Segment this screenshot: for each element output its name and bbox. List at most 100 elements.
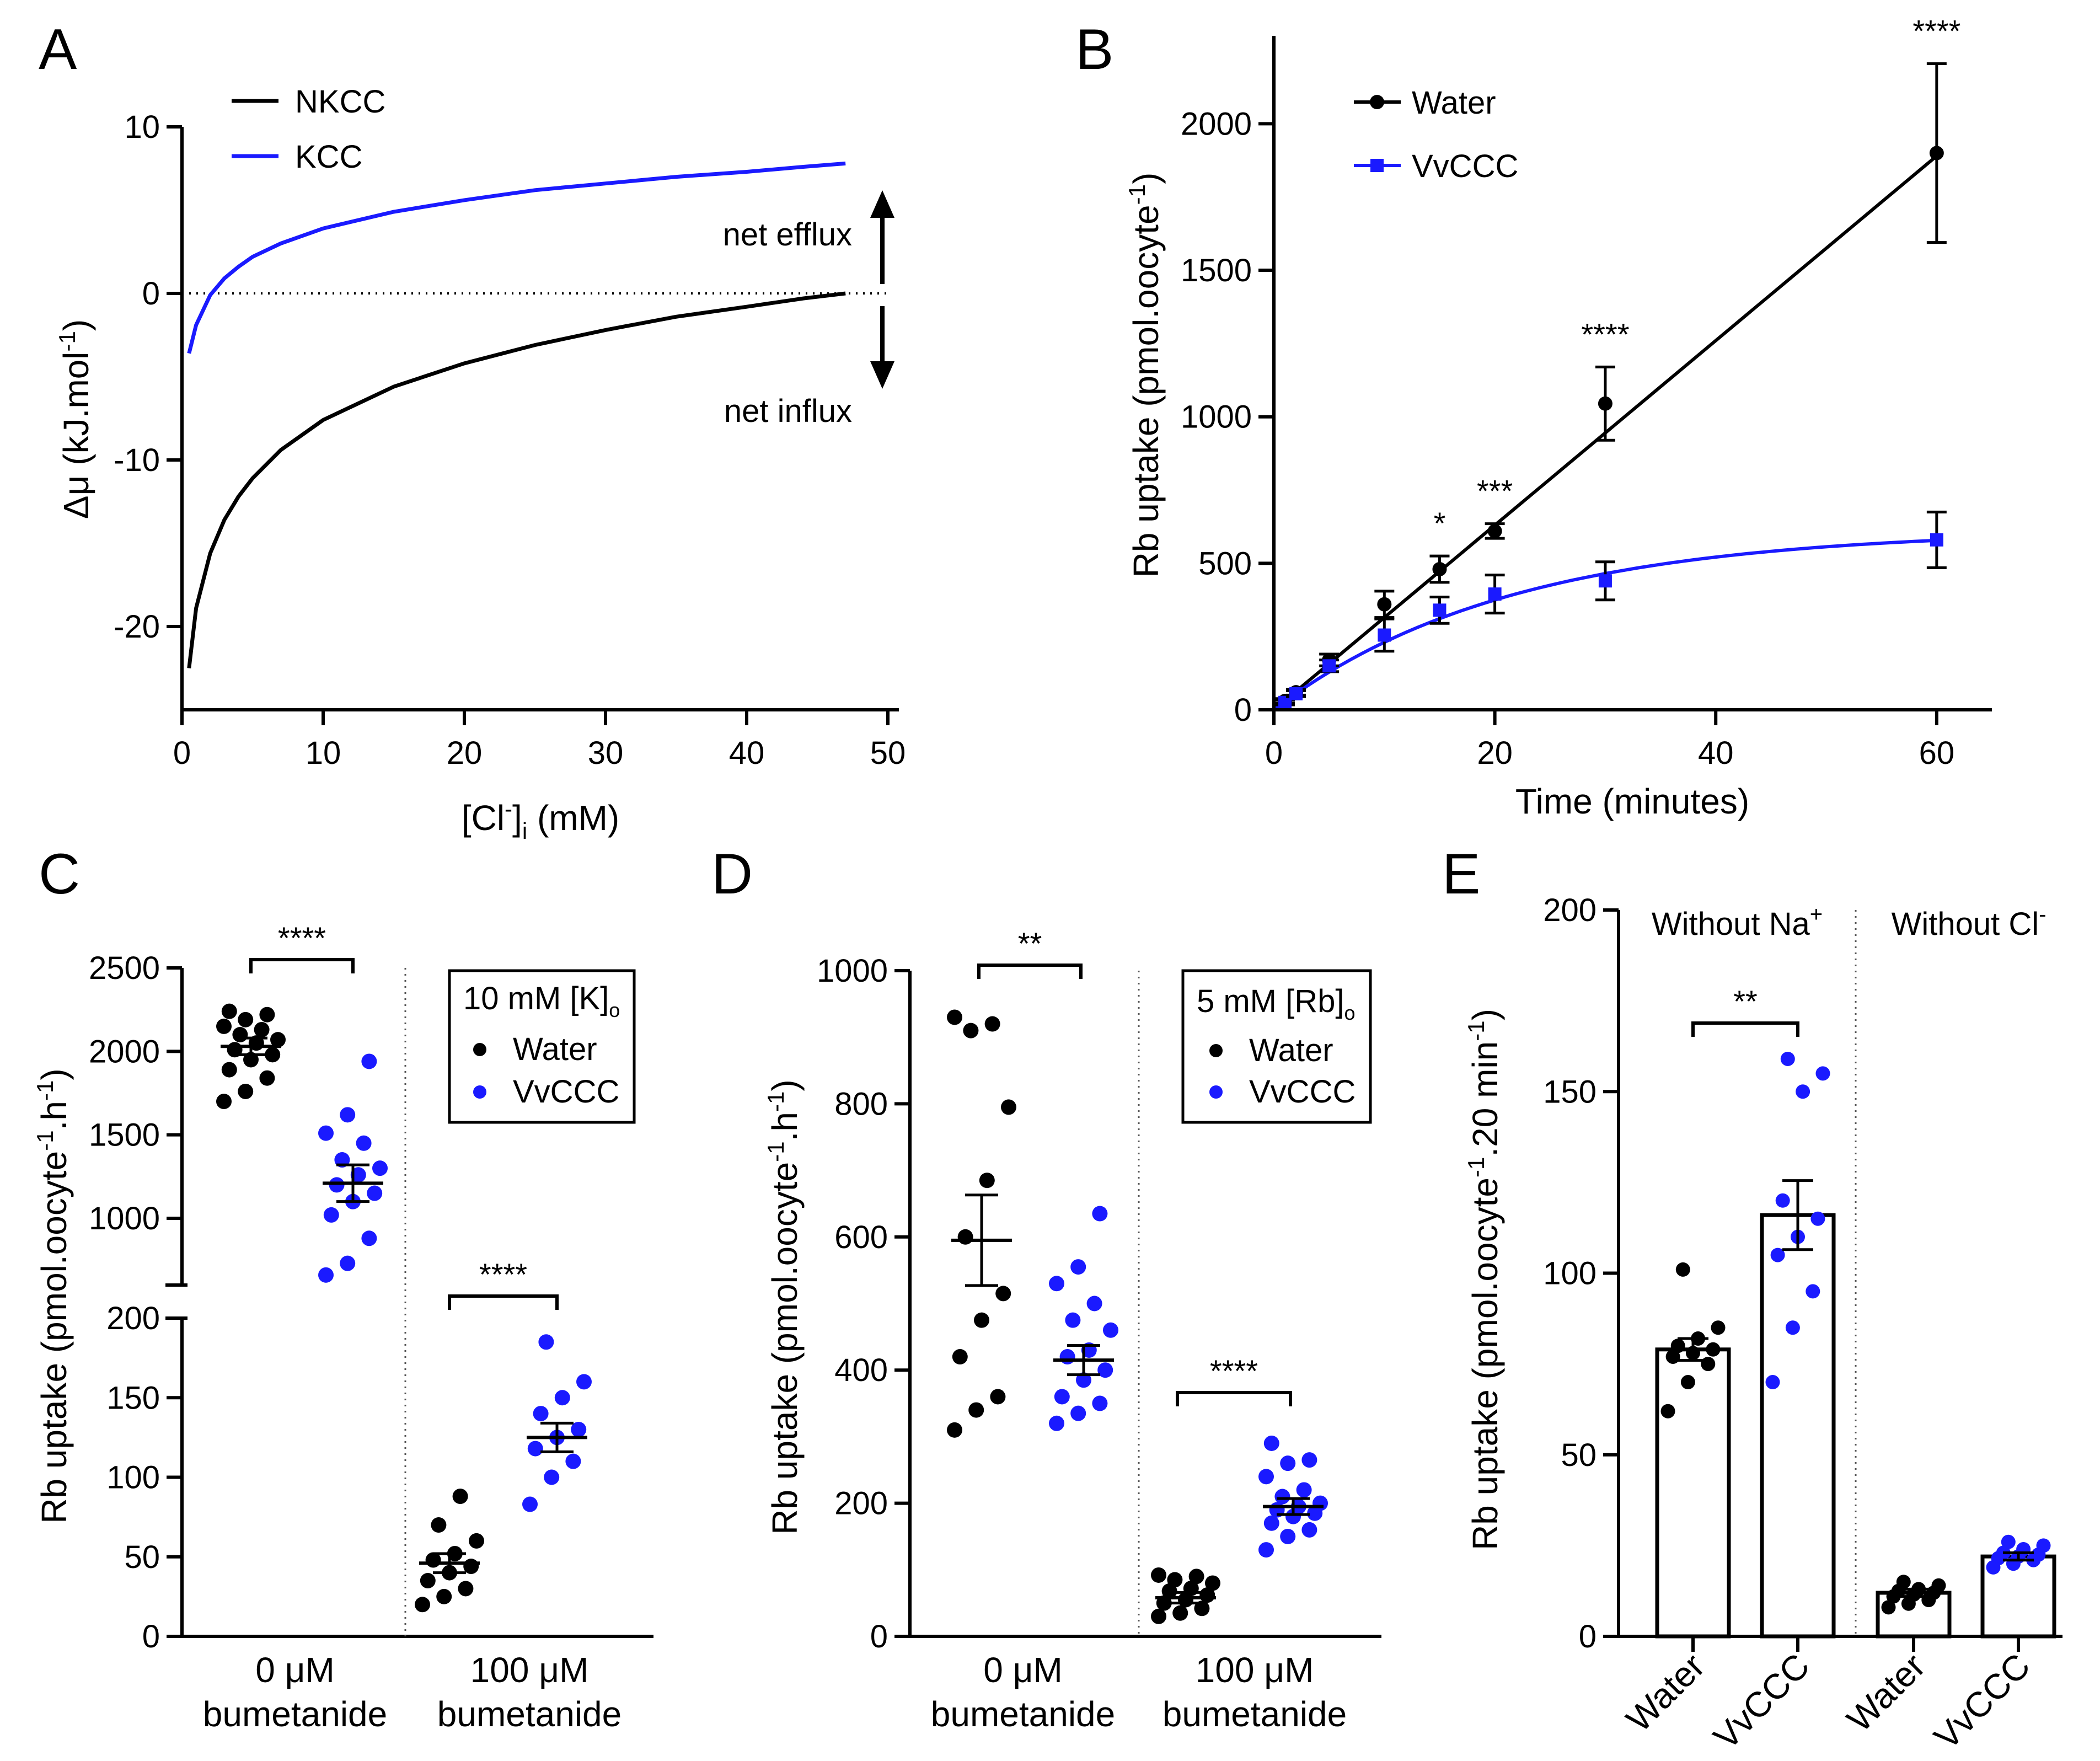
data-point (1680, 1375, 1695, 1390)
significance-bracket (977, 964, 1083, 979)
y-tick-label: 0 (142, 276, 160, 312)
panel-d-legend-title: 5 mM [Rb]o (1197, 983, 1356, 1024)
y-tick-label: 10 (124, 109, 160, 145)
x-category-label: Water (1839, 1646, 1933, 1739)
data-point-water (952, 1349, 968, 1365)
data-point (1775, 1193, 1790, 1208)
x-tick-label: 0 (173, 735, 191, 771)
panel-d-plot-area: ****** (947, 926, 1328, 1624)
y-tick-label: 150 (106, 1380, 160, 1416)
data-point-water (221, 1062, 237, 1078)
data-point-water (1432, 561, 1447, 576)
data-point-vvccc (1092, 1395, 1108, 1411)
data-point (1815, 1066, 1830, 1081)
data-point (1706, 1342, 1721, 1357)
panel-d-ticks: 0 200 400 600 800 1000 (817, 953, 910, 1655)
data-point-vvccc (1070, 1259, 1086, 1275)
panel-b-ticks: 0 20 40 60 0 500 1000 1500 2000 (1181, 106, 1954, 771)
data-point-vvccc (1070, 1405, 1086, 1421)
data-point (1765, 1375, 1780, 1390)
y-tick-label: 2000 (1181, 106, 1252, 142)
panel-e-ticks: 0 50 100 150 200 (1543, 892, 2020, 1655)
data-point (2036, 1538, 2051, 1553)
legend-label-water: Water (1412, 85, 1496, 121)
efflux-arrow-head (870, 190, 894, 218)
data-point-vvccc (538, 1334, 554, 1350)
data-point-vvccc (1263, 1435, 1279, 1451)
data-point-water (974, 1312, 989, 1328)
data-point-vvccc (361, 1230, 377, 1246)
panel-d-legend-water: Water (1249, 1032, 1333, 1068)
data-point-water (1205, 1575, 1220, 1591)
data-point-vvccc (1322, 659, 1336, 673)
y-tick-label: 1500 (89, 1117, 160, 1153)
data-point-water (947, 1009, 962, 1025)
data-point-water (436, 1588, 452, 1604)
data-point-vvccc (1378, 628, 1391, 642)
significance-label: **** (479, 1257, 527, 1292)
data-point-vvccc (340, 1255, 356, 1271)
panel-b-y-label: Rb uptake (pmol.oocyte-1) (1124, 173, 1166, 578)
legend-marker-vvccc (1370, 159, 1384, 172)
panel-c-ticks: 1000 1500 2000 2500 0 50 100 150 200 (89, 950, 182, 1655)
bar-water (1655, 1347, 1731, 1639)
data-point-vvccc (1278, 695, 1292, 709)
data-point-water (259, 1070, 275, 1086)
panel-e-plot-area: ** (1655, 984, 2056, 1639)
data-point-vvccc (323, 1207, 339, 1223)
data-point (1796, 1084, 1810, 1099)
y-tick-label: 150 (1543, 1074, 1597, 1110)
data-point-vvccc (350, 1167, 366, 1183)
data-point-vvccc (1488, 587, 1502, 601)
significance-bracket (448, 1294, 559, 1310)
data-point-vvccc (522, 1496, 538, 1512)
data-point-water (1172, 1605, 1188, 1621)
data-point-vvccc (1049, 1276, 1064, 1292)
legend-label-kcc: KCC (295, 139, 362, 175)
data-point-vvccc (1263, 1515, 1279, 1531)
panel-label-e: E (1442, 842, 1480, 906)
data-point-vvccc (329, 1177, 345, 1193)
data-point-water (238, 1083, 254, 1099)
panel-d-xcat-1-line2: bumetanide (1162, 1694, 1347, 1734)
data-point (1665, 1349, 1680, 1364)
panel-label-d: D (711, 842, 753, 906)
y-tick-label: 200 (1543, 892, 1597, 928)
data-point-vvccc (372, 1160, 388, 1176)
panel-d-legend-vvccc: VvCCC (1249, 1074, 1356, 1110)
significance-label: ** (1733, 984, 1758, 1019)
panel-d-xcat-0-line1: 0 μM (983, 1650, 1063, 1690)
legend-label-vvccc: VvCCC (1412, 148, 1518, 184)
data-point (1881, 1600, 1896, 1615)
y-tick-label: 2500 (89, 950, 160, 986)
panel-e-section-title-na: Without Na+ (1652, 902, 1823, 942)
series-line-nkcc (187, 291, 846, 668)
panel-c: C ******** 1000150020002500050100150200 … (32, 842, 653, 1734)
panel-d-legend-box (1181, 969, 1372, 1124)
data-point-water (995, 1286, 1011, 1302)
data-point-vvccc (1289, 687, 1303, 700)
y-tick-label: 0 (1234, 692, 1252, 728)
panel-c-legend-box (448, 969, 636, 1124)
panel-c-xcat-0-line2: bumetanide (203, 1694, 387, 1734)
data-point-vvccc (1301, 1452, 1317, 1468)
y-tick-label: 0 (1579, 1619, 1597, 1655)
data-point-vvccc (1930, 533, 1943, 547)
y-tick-label: 50 (124, 1539, 160, 1575)
panel-d-legend-marker-vvccc (1209, 1085, 1223, 1099)
data-point-water (979, 1173, 995, 1189)
y-tick-label: 2000 (89, 1034, 160, 1069)
x-tick-label: 0 (1265, 735, 1283, 771)
data-point-vvccc (533, 1406, 549, 1422)
significance-label: **** (278, 920, 326, 955)
data-point-vvccc (527, 1441, 543, 1457)
data-point-water (990, 1389, 1006, 1405)
y-tick-label: 400 (834, 1352, 888, 1388)
panel-label-c: C (39, 842, 80, 906)
y-tick-label: 50 (1561, 1437, 1597, 1473)
data-point (1806, 1284, 1820, 1299)
data-point-vvccc (1103, 1322, 1118, 1338)
